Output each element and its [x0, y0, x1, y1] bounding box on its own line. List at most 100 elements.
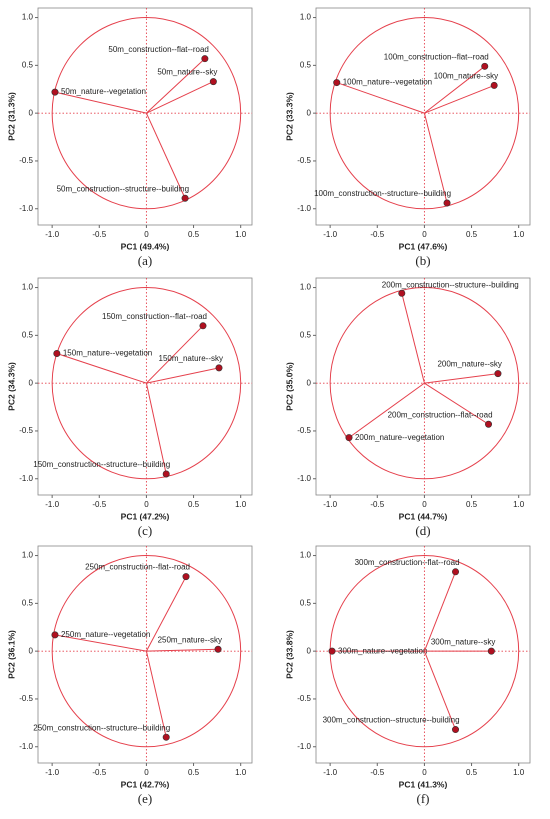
- y-tick-label: 1.0: [300, 551, 312, 560]
- point: [162, 470, 170, 478]
- y-tick-label: 0: [29, 646, 34, 655]
- y-tick-label: 0: [29, 108, 34, 117]
- point-label: 50m_nature--sky: [157, 68, 217, 77]
- panel: -1.0 -0.5 0 0.5 1.0 -1.0 -0.5 0 0.5 1.0 PC1 (49.4%…: [6, 7, 253, 268]
- point: [214, 645, 222, 653]
- x-tick-label: -1.0: [45, 230, 59, 239]
- point-label: 150m_nature--vegetation: [63, 349, 152, 358]
- point-label: 250m_nature--sky: [158, 635, 222, 644]
- x-axis-label: PC1 (47.2%): [121, 511, 170, 521]
- x-tick-label: -0.5: [92, 230, 106, 239]
- y-tick-label: 0: [29, 378, 34, 387]
- point-label: 50m_construction--structure--building: [57, 184, 190, 193]
- unit-circle: [329, 287, 520, 480]
- caption: (c): [138, 523, 152, 538]
- point-label: 200m_construction--structure--building: [382, 280, 519, 289]
- y-tick-label: -0.5: [19, 694, 33, 703]
- y-tick-label: -1.0: [19, 474, 33, 483]
- point: [345, 434, 353, 442]
- point-label: 300m_construction--flat--road: [355, 558, 460, 567]
- loading-vector: [348, 382, 425, 439]
- x-tick-label: 1.0: [513, 230, 525, 239]
- unit-circle: [51, 555, 242, 748]
- y-tick-label: -1.0: [19, 204, 33, 213]
- x-tick-label: 1.0: [235, 768, 247, 777]
- unit-circle: [51, 287, 242, 480]
- loading-vector: [146, 648, 219, 652]
- loading-vector: [145, 651, 167, 738]
- point-label: 250m_construction--flat--road: [85, 563, 190, 572]
- point-label: 150m_construction--structure--building: [33, 460, 170, 469]
- loading-vector: [146, 58, 206, 114]
- loading-vector: [401, 293, 425, 384]
- point-label: 300m_nature--vegetation: [338, 646, 427, 655]
- x-tick-label: 1.0: [513, 768, 525, 777]
- unit-circle: [51, 17, 242, 210]
- point-label: 200m_nature--vegetation: [355, 433, 444, 442]
- loading-vector: [423, 571, 456, 652]
- y-axis-label: PC2 (33.3%): [284, 92, 294, 141]
- x-tick-label: -0.5: [370, 500, 384, 509]
- point-label: 100m_construction--flat--road: [384, 52, 489, 61]
- y-tick-label: -1.0: [297, 204, 311, 213]
- y-tick-label: -0.5: [297, 694, 311, 703]
- x-tick-label: 0.5: [466, 230, 478, 239]
- x-tick-label: 0.5: [188, 768, 200, 777]
- point-label: 200m_construction--flat--road: [388, 410, 493, 419]
- plot-frame: [37, 7, 253, 226]
- point: [162, 733, 170, 741]
- y-tick-label: 1.0: [22, 13, 34, 22]
- x-tick-label: -0.5: [92, 500, 106, 509]
- y-tick-label: 0.5: [22, 60, 34, 69]
- y-axis-label: PC2 (35.0%): [284, 362, 294, 411]
- x-tick-label: 0: [144, 768, 149, 777]
- point: [201, 55, 209, 63]
- point: [51, 631, 59, 639]
- y-tick-label: -1.0: [297, 474, 311, 483]
- loading-vector: [336, 82, 425, 114]
- y-tick-label: 1.0: [22, 283, 34, 292]
- plot-frame: [315, 7, 531, 226]
- x-tick-label: 0: [422, 768, 427, 777]
- point: [494, 370, 502, 378]
- loading-vector: [146, 325, 204, 384]
- y-tick-label: -0.5: [19, 156, 33, 165]
- point: [398, 289, 406, 297]
- y-tick-label: -1.0: [297, 742, 311, 751]
- y-tick-label: 0.5: [300, 330, 312, 339]
- loading-vector: [146, 81, 214, 114]
- point-label: 250m_construction--structure--building: [33, 723, 170, 732]
- point: [452, 568, 460, 576]
- caption: (a): [138, 253, 152, 268]
- point-label: 50m_nature--vegetation: [61, 87, 146, 96]
- loading-vector: [424, 373, 499, 384]
- panel: -1.0 -0.5 0 0.5 1.0 -1.0 -0.5 0 0.5 1.0 PC1 (41.3%…: [284, 545, 531, 806]
- y-tick-label: -0.5: [297, 156, 311, 165]
- caption: (f): [417, 791, 430, 806]
- y-axis-label: PC2 (31.3%): [6, 92, 16, 141]
- caption: (b): [415, 253, 430, 268]
- x-tick-label: 0: [422, 230, 427, 239]
- point-label: 250m_nature--vegetation: [61, 630, 150, 639]
- panel: -1.0 -0.5 0 0.5 1.0 -1.0 -0.5 0 0.5 1.0 PC1 (42.7%…: [6, 545, 253, 806]
- x-tick-label: 0.5: [466, 500, 478, 509]
- loading-vector: [54, 91, 147, 114]
- plot-frame: [315, 545, 531, 764]
- x-tick-label: -1.0: [45, 768, 59, 777]
- y-tick-label: -0.5: [297, 426, 311, 435]
- x-tick-label: 0.5: [466, 768, 478, 777]
- x-tick-label: 0.5: [188, 500, 200, 509]
- y-tick-label: 0.5: [300, 60, 312, 69]
- x-axis-label: PC1 (42.7%): [121, 779, 170, 789]
- x-tick-label: -1.0: [323, 500, 337, 509]
- point-label: 200m_nature--sky: [437, 360, 501, 369]
- x-tick-label: 1.0: [513, 500, 525, 509]
- x-axis-label: PC1 (47.6%): [399, 241, 448, 251]
- panel: -1.0 -0.5 0 0.5 1.0 -1.0 -0.5 0 0.5 1.0 PC1 (47.6%…: [284, 7, 531, 268]
- point-label: 150m_construction--flat--road: [102, 312, 207, 321]
- panel: -1.0 -0.5 0 0.5 1.0 -1.0 -0.5 0 0.5 1.0 PC1 (47.2%…: [6, 277, 253, 538]
- point: [182, 573, 190, 581]
- x-tick-label: 1.0: [235, 500, 247, 509]
- point: [181, 194, 189, 202]
- point-label: 300m_nature--sky: [431, 637, 495, 646]
